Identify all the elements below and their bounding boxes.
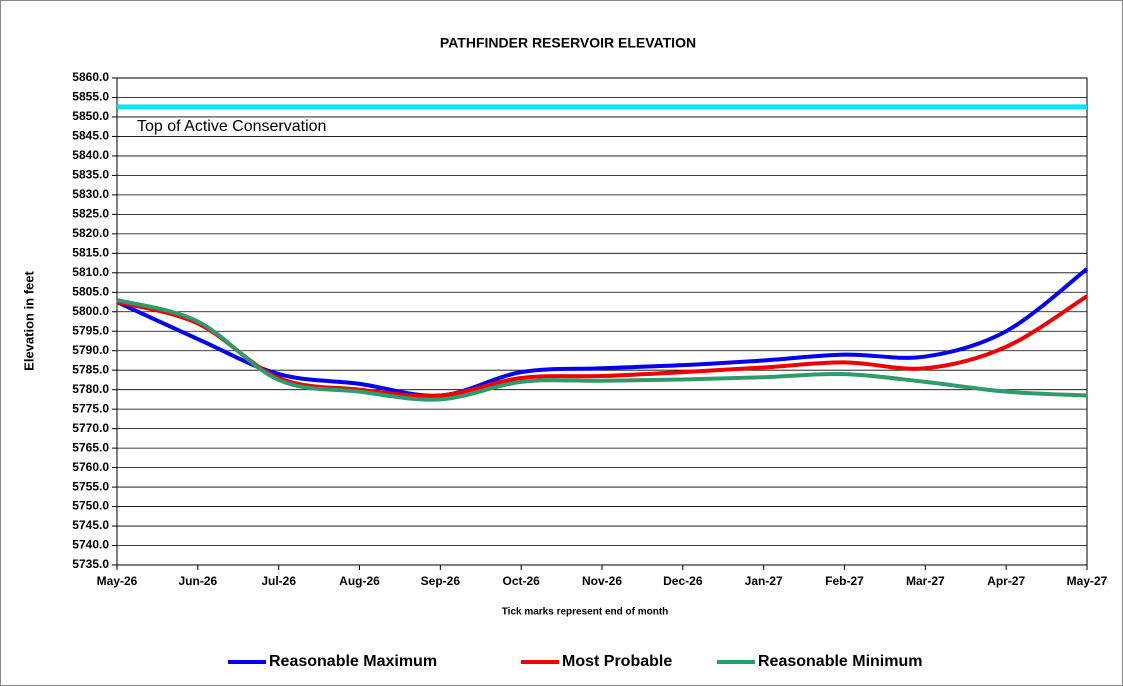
x-tick-label: May-26 [97, 574, 138, 588]
y-tick-label: 5820.0 [72, 226, 109, 240]
reference-label: Top of Active Conservation [137, 118, 326, 135]
x-tick-label: Aug-26 [339, 574, 380, 588]
legend-label: Reasonable Minimum [758, 653, 922, 670]
x-tick-label: Oct-26 [502, 574, 540, 588]
y-tick-label: 5840.0 [72, 148, 109, 162]
y-tick-label: 5810.0 [72, 265, 109, 279]
series-line [116, 267, 1089, 398]
series-line [116, 298, 1088, 402]
x-tick-label: Jun-26 [178, 574, 217, 588]
y-tick-label: 5775.0 [72, 401, 109, 415]
y-tick-label: 5815.0 [72, 245, 109, 259]
y-tick-label: 5785.0 [72, 362, 109, 376]
x-tick-label: Apr-27 [987, 574, 1025, 588]
y-axis-title: Elevation in feet [21, 270, 36, 370]
x-axis-title: Tick marks represent end of month [502, 607, 669, 618]
y-tick-label: 5800.0 [72, 304, 109, 318]
y-tick-label: 5805.0 [72, 284, 109, 298]
y-tick-label: 5765.0 [72, 440, 109, 454]
y-tick-label: 5845.0 [72, 129, 109, 143]
y-tick-label: 5855.0 [72, 90, 109, 104]
y-tick-label: 5760.0 [72, 460, 109, 474]
y-tick-label: 5830.0 [72, 187, 109, 201]
y-tick-label: 5755.0 [72, 479, 109, 493]
x-tick-label: Nov-26 [582, 574, 622, 588]
x-tick-label: May-27 [1067, 574, 1108, 588]
x-tick-label: Jan-27 [745, 574, 783, 588]
legend-label: Reasonable Maximum [269, 653, 437, 670]
y-tick-label: 5745.0 [72, 518, 109, 532]
y-tick-label: 5735.0 [72, 557, 109, 571]
y-tick-label: 5835.0 [72, 168, 109, 182]
y-tick-label: 5850.0 [72, 109, 109, 123]
y-tick-label: 5795.0 [72, 323, 109, 337]
y-tick-label: 5750.0 [72, 499, 109, 513]
x-tick-label: Sep-26 [421, 574, 461, 588]
y-tick-label: 5790.0 [72, 343, 109, 357]
y-tick-label: 5740.0 [72, 538, 109, 552]
x-tick-label: Mar-27 [906, 574, 945, 588]
y-tick-label: 5770.0 [72, 421, 109, 435]
x-tick-label: Dec-26 [663, 574, 703, 588]
y-tick-label: 5860.0 [72, 70, 109, 84]
legend-label: Most Probable [562, 653, 672, 670]
y-tick-label: 5780.0 [72, 382, 109, 396]
x-tick-label: Feb-27 [825, 574, 864, 588]
x-tick-label: Jul-26 [261, 574, 296, 588]
chart-title: PATHFINDER RESERVOIR ELEVATION [440, 35, 696, 51]
y-tick-label: 5825.0 [72, 207, 109, 221]
